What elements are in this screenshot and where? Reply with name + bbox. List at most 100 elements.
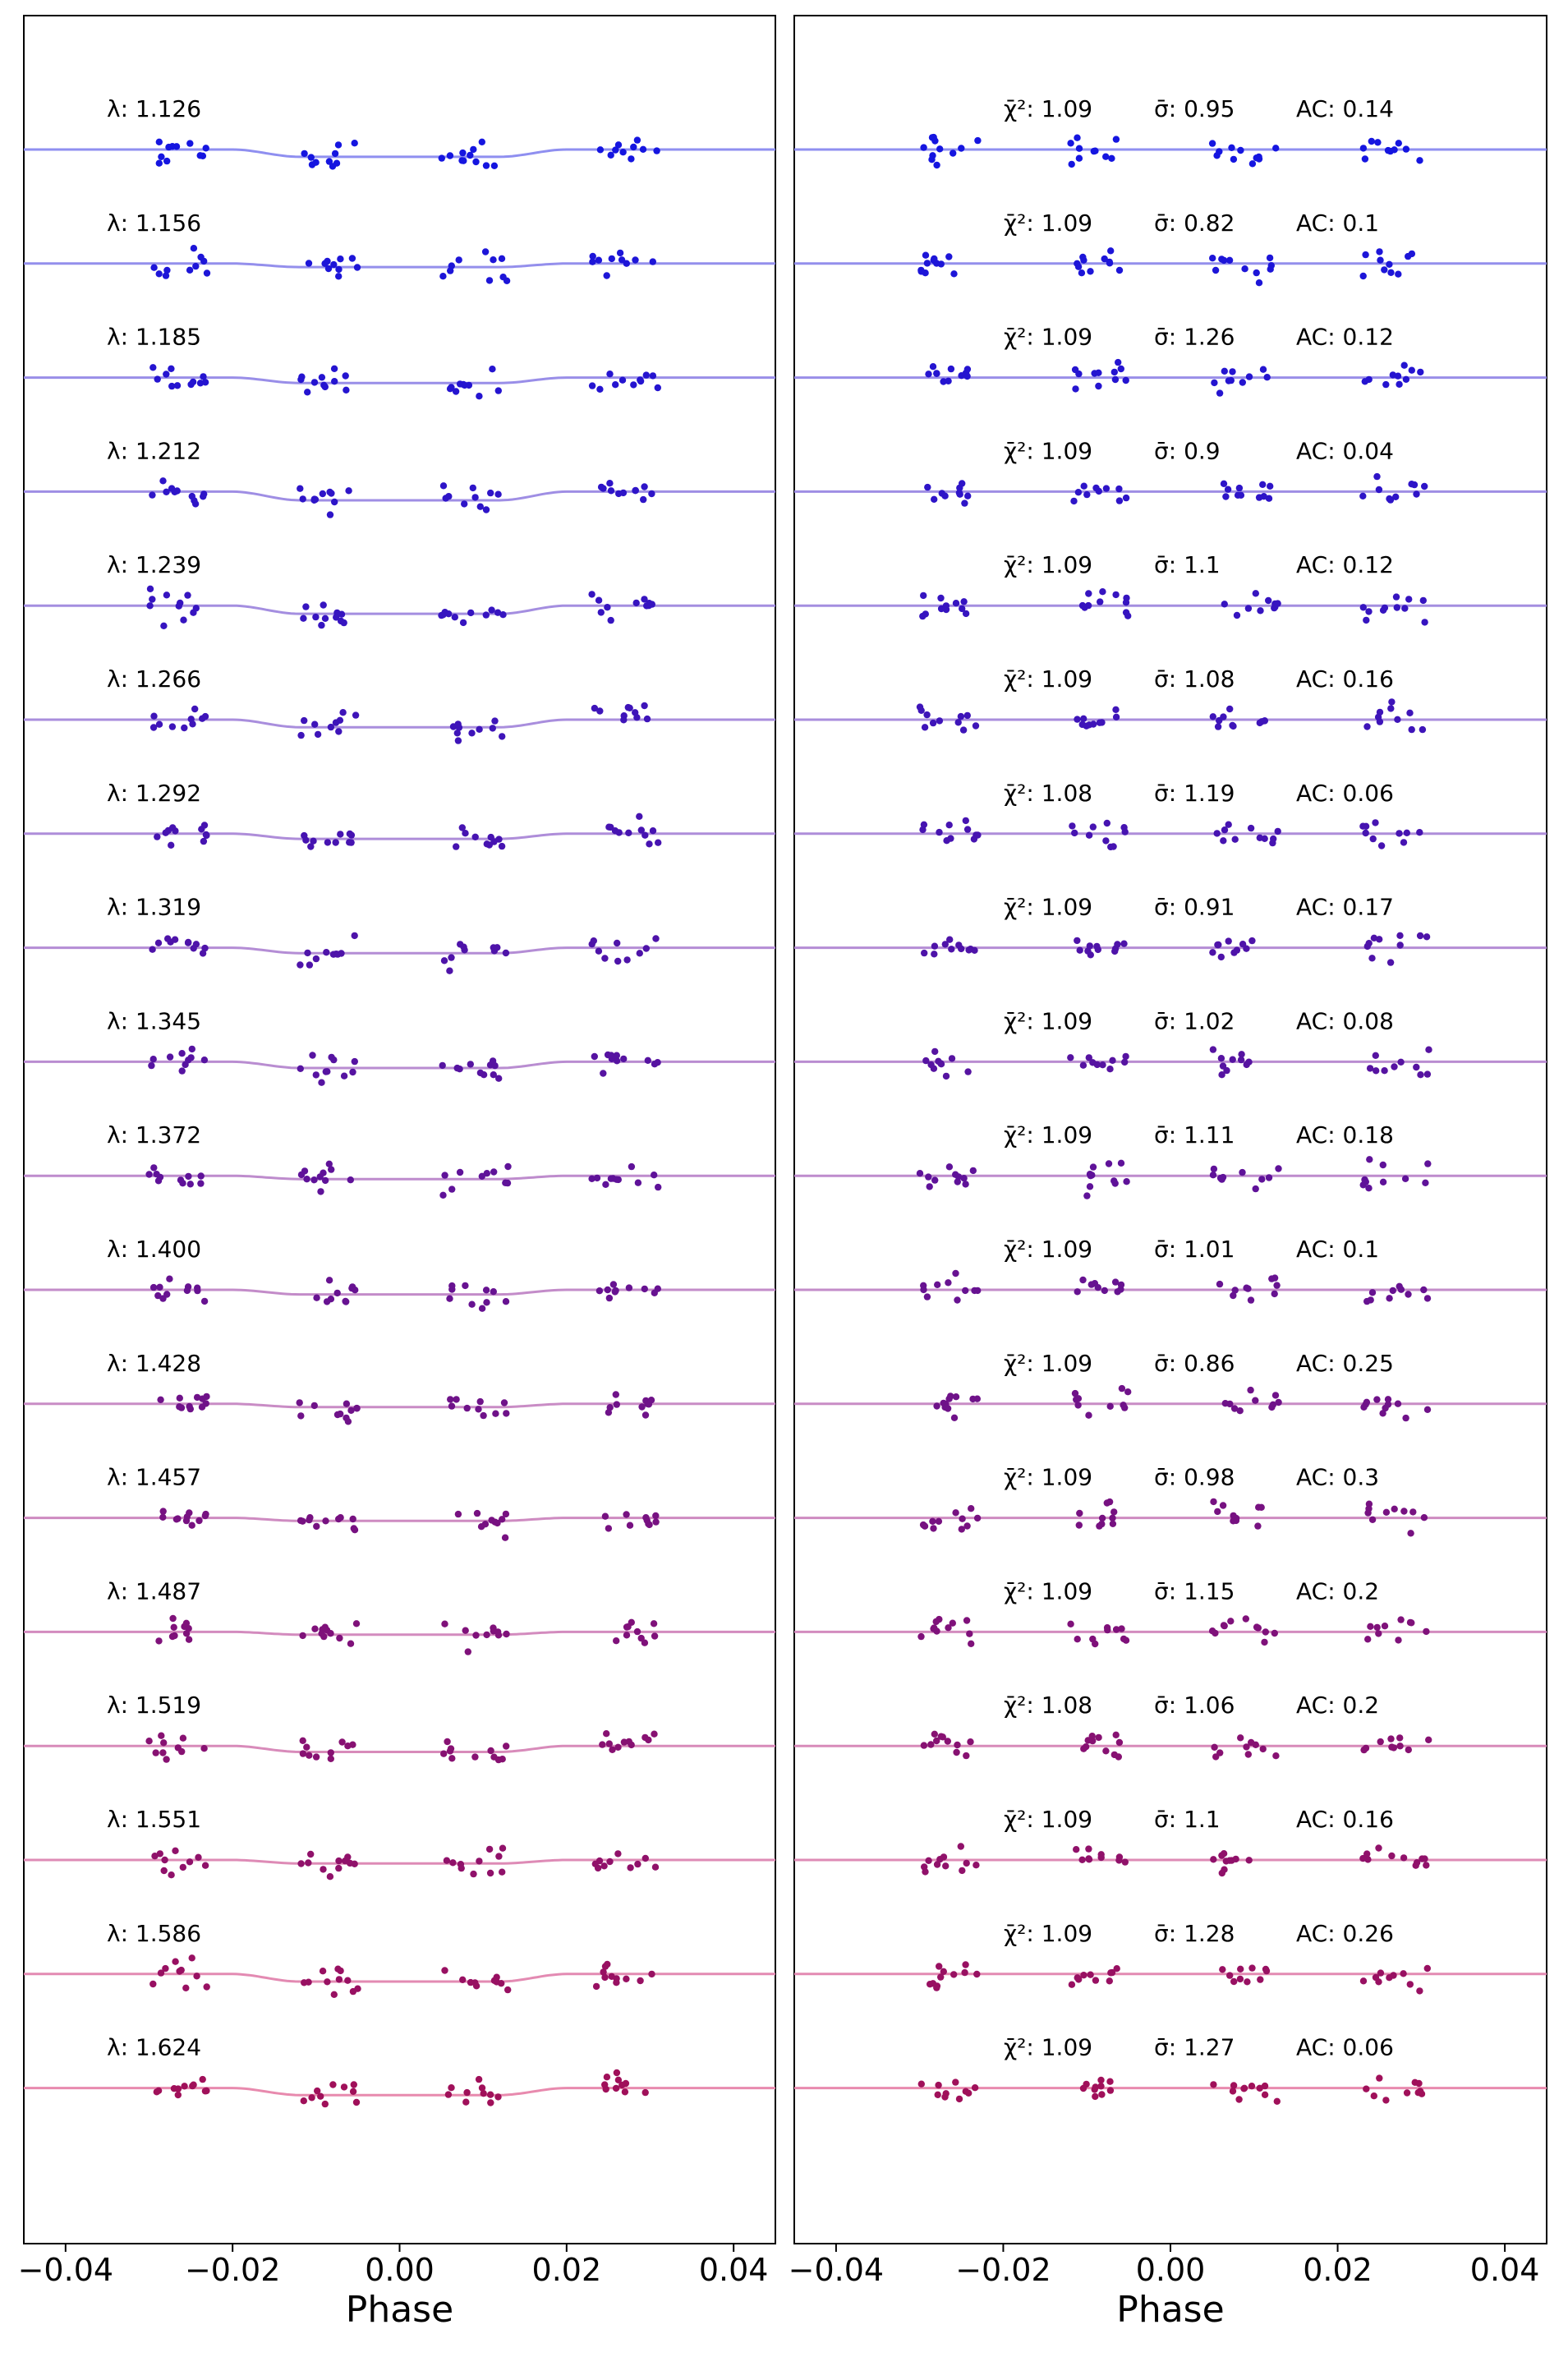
data-point <box>931 255 938 263</box>
data-point <box>1079 253 1087 261</box>
data-point <box>612 2084 620 2092</box>
data-point <box>1248 2083 1256 2090</box>
chi2-label: χ̄²: 1.08 <box>1004 1692 1092 1719</box>
data-point <box>1374 713 1382 721</box>
data-point <box>937 260 945 268</box>
data-point <box>1233 611 1241 619</box>
ac-label: AC: 0.17 <box>1296 894 1394 921</box>
sigma-label: σ̄: 1.15 <box>1154 1577 1235 1604</box>
data-point <box>1381 1067 1388 1075</box>
data-point <box>1225 256 1234 264</box>
data-point <box>1114 1288 1121 1296</box>
data-point <box>1237 491 1245 499</box>
data-point <box>154 1291 162 1300</box>
data-point <box>347 1640 355 1647</box>
left-panel: −0.04 −0.02 0.00 0.02 0.04 Phase λ: 1.126 λ: 1.… <box>18 15 776 2331</box>
x-tick-label: 0.00 <box>1136 2252 1206 2288</box>
data-point <box>941 941 950 948</box>
data-point <box>1425 1046 1432 1053</box>
data-point <box>1273 1282 1281 1289</box>
data-point <box>601 2081 609 2088</box>
data-point <box>942 1400 950 1408</box>
data-point <box>482 506 490 513</box>
data-point <box>1363 1398 1371 1406</box>
data-point <box>1085 1855 1092 1862</box>
data-point <box>146 585 154 592</box>
data-point <box>929 1517 936 1526</box>
data-point <box>1259 366 1267 373</box>
data-point <box>1068 1981 1076 1988</box>
data-point <box>1086 942 1094 950</box>
data-point <box>606 480 614 487</box>
data-point <box>172 1516 181 1523</box>
chi2-label: χ̄²: 1.09 <box>1004 1464 1092 1491</box>
data-point <box>1421 619 1428 626</box>
data-point <box>1070 497 1078 505</box>
data-point <box>1408 1619 1415 1627</box>
data-point <box>306 1752 313 1759</box>
data-point <box>1258 718 1266 725</box>
data-point <box>940 378 947 385</box>
data-point <box>168 382 176 390</box>
data-point <box>1376 248 1383 255</box>
data-point <box>181 724 188 732</box>
data-point <box>1120 1635 1128 1643</box>
data-point <box>1381 1623 1389 1630</box>
data-point <box>651 1863 660 1871</box>
data-point <box>348 255 356 262</box>
data-point <box>1368 955 1376 962</box>
data-point <box>1361 155 1369 163</box>
data-point <box>952 1171 959 1178</box>
data-point <box>465 381 473 389</box>
data-point <box>588 382 596 389</box>
data-point <box>320 1866 327 1873</box>
data-point <box>333 951 342 958</box>
chi2-label: χ̄²: 1.09 <box>1004 1806 1092 1833</box>
data-point <box>1386 1295 1393 1302</box>
sigma-label: σ̄: 1.01 <box>1154 1236 1235 1263</box>
data-point <box>452 388 460 395</box>
data-point <box>1271 1392 1280 1399</box>
data-point <box>945 1279 952 1287</box>
data-point <box>177 1966 185 1974</box>
data-point <box>623 956 631 964</box>
data-point <box>945 253 953 260</box>
data-point <box>607 616 614 624</box>
data-point <box>605 1409 613 1416</box>
data-point <box>937 594 945 602</box>
data-point <box>623 1632 631 1639</box>
data-point <box>1079 1061 1087 1069</box>
data-point <box>149 1980 157 1988</box>
data-point <box>155 159 163 167</box>
data-point <box>634 1179 642 1186</box>
data-point <box>1074 134 1081 141</box>
data-point <box>1419 596 1428 605</box>
data-point <box>1230 1977 1238 1986</box>
sigma-label: σ̄: 1.1 <box>1154 551 1221 578</box>
data-point <box>950 1971 958 1978</box>
data-point <box>166 1053 174 1061</box>
data-point <box>1115 497 1124 504</box>
data-point <box>456 1168 464 1176</box>
data-point <box>469 484 476 492</box>
data-point <box>1384 1396 1392 1403</box>
data-point <box>502 1298 510 1305</box>
data-point <box>196 152 204 159</box>
data-point <box>489 725 496 732</box>
data-point <box>1231 836 1239 843</box>
data-point <box>321 1176 329 1185</box>
data-point <box>1420 1514 1428 1521</box>
data-point <box>608 255 615 263</box>
data-point <box>324 1978 331 1986</box>
data-point <box>1395 270 1402 278</box>
data-point <box>1409 1508 1417 1516</box>
data-point <box>1069 822 1076 830</box>
data-point <box>467 1061 474 1068</box>
data-point <box>1226 1972 1234 1979</box>
data-point <box>317 1188 324 1195</box>
data-point <box>483 840 490 848</box>
data-point <box>313 1522 320 1531</box>
ac-label: AC: 0.08 <box>1296 1007 1394 1034</box>
data-point <box>330 1991 338 1998</box>
data-point <box>1218 1869 1226 1877</box>
